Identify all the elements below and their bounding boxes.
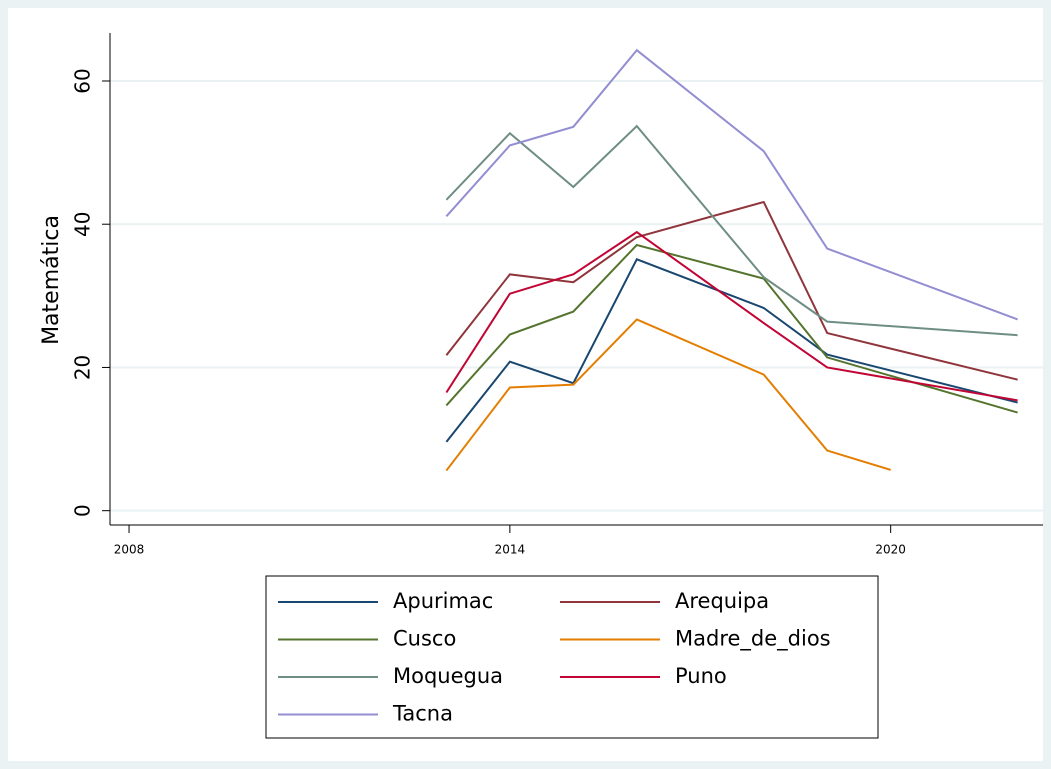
x-tick-label: 2008 bbox=[114, 543, 145, 557]
series-line bbox=[445, 124, 1018, 337]
y-tick-label: 60 bbox=[71, 68, 95, 93]
series-line bbox=[445, 200, 1018, 381]
legend-label: Tacna bbox=[392, 702, 453, 726]
series-line bbox=[445, 230, 1018, 402]
legend-label: Apurimac bbox=[393, 589, 493, 613]
y-tick-label: 20 bbox=[71, 355, 95, 380]
series-line bbox=[445, 243, 1018, 414]
series-line bbox=[445, 318, 891, 472]
legend-label: Arequipa bbox=[675, 589, 769, 613]
grid bbox=[110, 79, 1043, 512]
x-tick-label: 2014 bbox=[495, 543, 526, 557]
legend-label: Moquegua bbox=[393, 664, 503, 688]
legend-label: Puno bbox=[675, 664, 727, 688]
y-axis-label: Matemática bbox=[39, 215, 64, 345]
legend-label: Cusco bbox=[393, 627, 456, 651]
x-tick-label: 2020 bbox=[875, 543, 906, 557]
legend-label: Madre_de_dios bbox=[675, 627, 831, 652]
series-line bbox=[445, 258, 1018, 443]
series-line bbox=[445, 48, 1018, 321]
y-tick-label: 40 bbox=[71, 211, 95, 236]
y-tick-label: 0 bbox=[71, 504, 95, 517]
